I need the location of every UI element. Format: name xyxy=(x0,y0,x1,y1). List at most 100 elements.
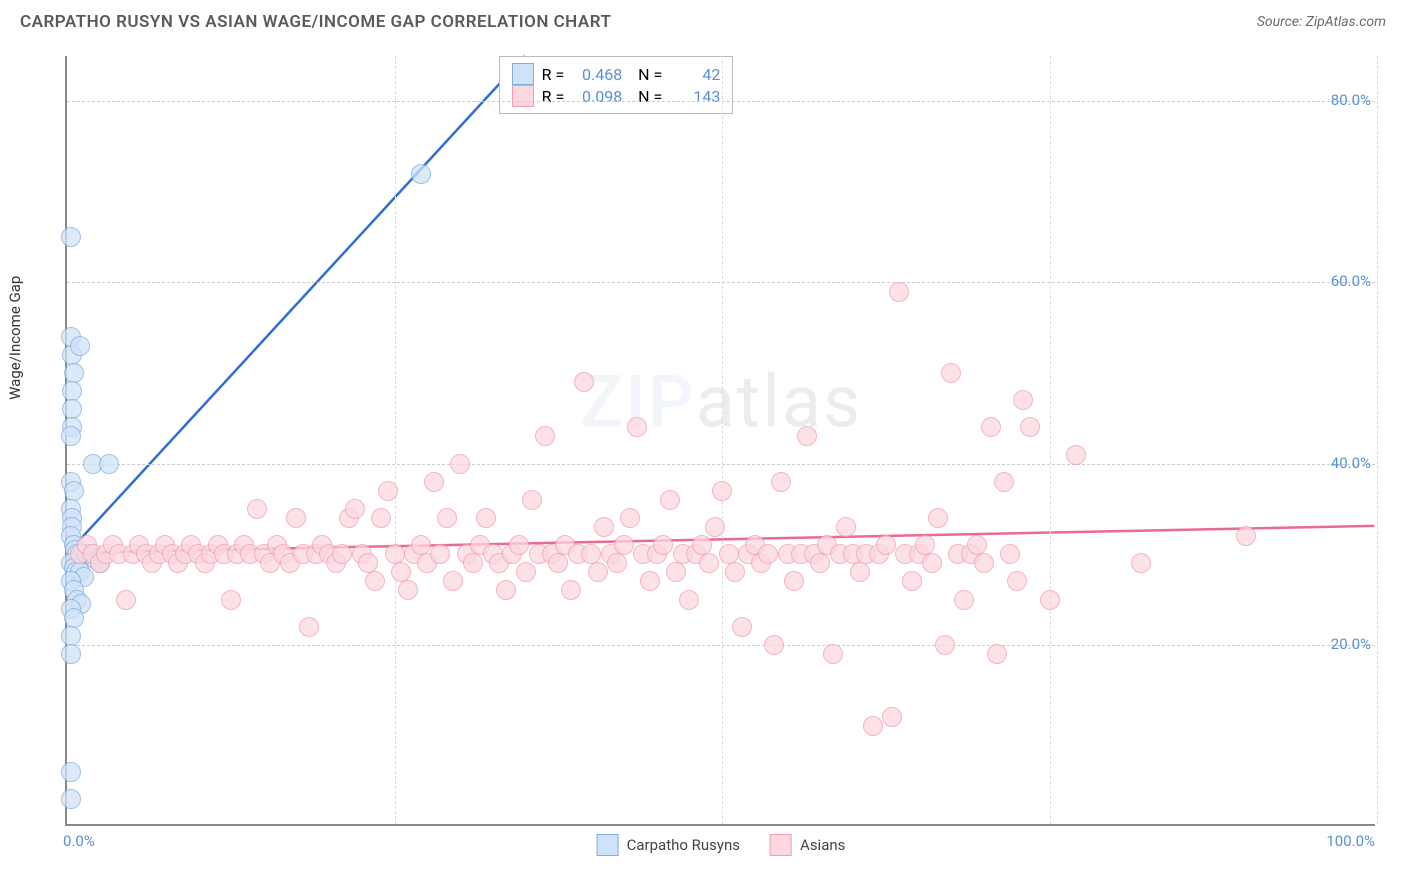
data-point-asians xyxy=(345,499,365,519)
source-attribution: Source: ZipAtlas.com xyxy=(1257,14,1386,30)
data-point-asians xyxy=(286,508,306,528)
data-point-asians xyxy=(836,517,856,537)
data-point-asians xyxy=(247,499,267,519)
stat-n-label: N = xyxy=(630,87,662,106)
data-point-asians xyxy=(627,417,647,437)
data-point-carpatho xyxy=(61,789,81,809)
stat-r-value: 0.098 xyxy=(572,87,622,106)
data-point-asians xyxy=(640,571,660,591)
data-point-asians xyxy=(732,617,752,637)
data-point-carpatho xyxy=(64,608,84,628)
gridline-h xyxy=(67,101,1375,102)
data-point-asians xyxy=(758,544,778,564)
gridline-v xyxy=(722,56,723,824)
data-point-asians xyxy=(1131,553,1151,573)
stat-n-label: N = xyxy=(630,65,662,84)
watermark: ZIPatlas xyxy=(580,359,862,444)
swatch-asians xyxy=(512,85,534,107)
stat-n-value: 42 xyxy=(670,65,720,84)
data-point-carpatho xyxy=(99,454,119,474)
data-point-asians xyxy=(378,481,398,501)
data-point-asians xyxy=(1020,417,1040,437)
y-tick-label: 80.0% xyxy=(1331,91,1371,109)
data-point-asians xyxy=(496,580,516,600)
data-point-asians xyxy=(712,481,732,501)
data-point-asians xyxy=(594,517,614,537)
data-point-asians xyxy=(1000,544,1020,564)
stat-r-label: R = xyxy=(542,87,565,106)
legend-swatch-carpatho xyxy=(597,834,619,856)
data-point-asians xyxy=(574,372,594,392)
data-point-asians xyxy=(1236,526,1256,546)
y-tick-label: 20.0% xyxy=(1331,635,1371,653)
gridline-h xyxy=(67,464,1375,465)
data-point-asians xyxy=(666,562,686,582)
data-point-asians xyxy=(1013,390,1033,410)
data-point-asians xyxy=(332,544,352,564)
data-point-asians xyxy=(424,472,444,492)
data-point-asians xyxy=(987,644,1007,664)
data-point-asians xyxy=(516,562,536,582)
data-point-asians xyxy=(299,617,319,637)
data-point-asians xyxy=(967,535,987,555)
swatch-carpatho xyxy=(512,63,534,85)
data-point-asians xyxy=(653,535,673,555)
data-point-asians xyxy=(771,472,791,492)
legend-item-asians: Asians xyxy=(770,834,845,856)
gridline-v xyxy=(1050,56,1051,824)
data-point-asians xyxy=(548,553,568,573)
chart-title: CARPATHO RUSYN VS ASIAN WAGE/INCOME GAP … xyxy=(20,12,611,32)
data-point-carpatho xyxy=(61,762,81,782)
data-point-asians xyxy=(882,707,902,727)
data-point-asians xyxy=(994,472,1014,492)
data-point-asians xyxy=(889,282,909,302)
trend-line-carpatho xyxy=(68,56,525,553)
data-point-asians xyxy=(221,590,241,610)
plot-area: ZIPatlas R =0.468 N =42R =0.098 N =143 C… xyxy=(65,56,1375,826)
data-point-asians xyxy=(725,562,745,582)
gridline-h xyxy=(67,645,1375,646)
data-point-carpatho xyxy=(411,164,431,184)
data-point-asians xyxy=(443,571,463,591)
data-point-asians xyxy=(981,417,1001,437)
data-point-carpatho xyxy=(61,626,81,646)
series-legend: Carpatho Rusyns Asians xyxy=(597,834,846,856)
data-point-asians xyxy=(607,553,627,573)
data-point-asians xyxy=(935,635,955,655)
data-point-carpatho xyxy=(62,399,82,419)
data-point-asians xyxy=(679,590,699,610)
data-point-asians xyxy=(614,535,634,555)
data-point-asians xyxy=(915,535,935,555)
data-point-carpatho xyxy=(61,227,81,247)
legend-label: Carpatho Rusyns xyxy=(627,836,740,854)
data-point-asians xyxy=(450,454,470,474)
data-point-asians xyxy=(358,553,378,573)
data-point-asians xyxy=(391,562,411,582)
gridline-h xyxy=(67,282,1375,283)
stats-row-asians: R =0.098 N =143 xyxy=(512,85,721,107)
chart-container: Wage/Income Gap ZIPatlas R =0.468 N =42R… xyxy=(20,48,1386,858)
data-point-asians xyxy=(385,544,405,564)
data-point-asians xyxy=(509,535,529,555)
data-point-asians xyxy=(463,553,483,573)
data-point-asians xyxy=(430,544,450,564)
data-point-carpatho xyxy=(61,426,81,446)
x-tick-label-right: 100.0% xyxy=(1326,832,1375,850)
data-point-asians xyxy=(705,517,725,537)
data-point-asians xyxy=(620,508,640,528)
data-point-asians xyxy=(371,508,391,528)
trend-lines xyxy=(67,56,1375,824)
gridline-v xyxy=(395,56,396,824)
stats-legend-box: R =0.468 N =42R =0.098 N =143 xyxy=(499,56,734,114)
data-point-carpatho xyxy=(64,481,84,501)
y-axis-label: Wage/Income Gap xyxy=(6,276,24,400)
data-point-asians xyxy=(1066,445,1086,465)
data-point-asians xyxy=(810,553,830,573)
data-point-asians xyxy=(823,644,843,664)
data-point-asians xyxy=(876,535,896,555)
data-point-asians xyxy=(902,571,922,591)
data-point-asians xyxy=(863,716,883,736)
x-tick-label-left: 0.0% xyxy=(63,832,95,850)
data-point-asians xyxy=(522,490,542,510)
data-point-asians xyxy=(1040,590,1060,610)
